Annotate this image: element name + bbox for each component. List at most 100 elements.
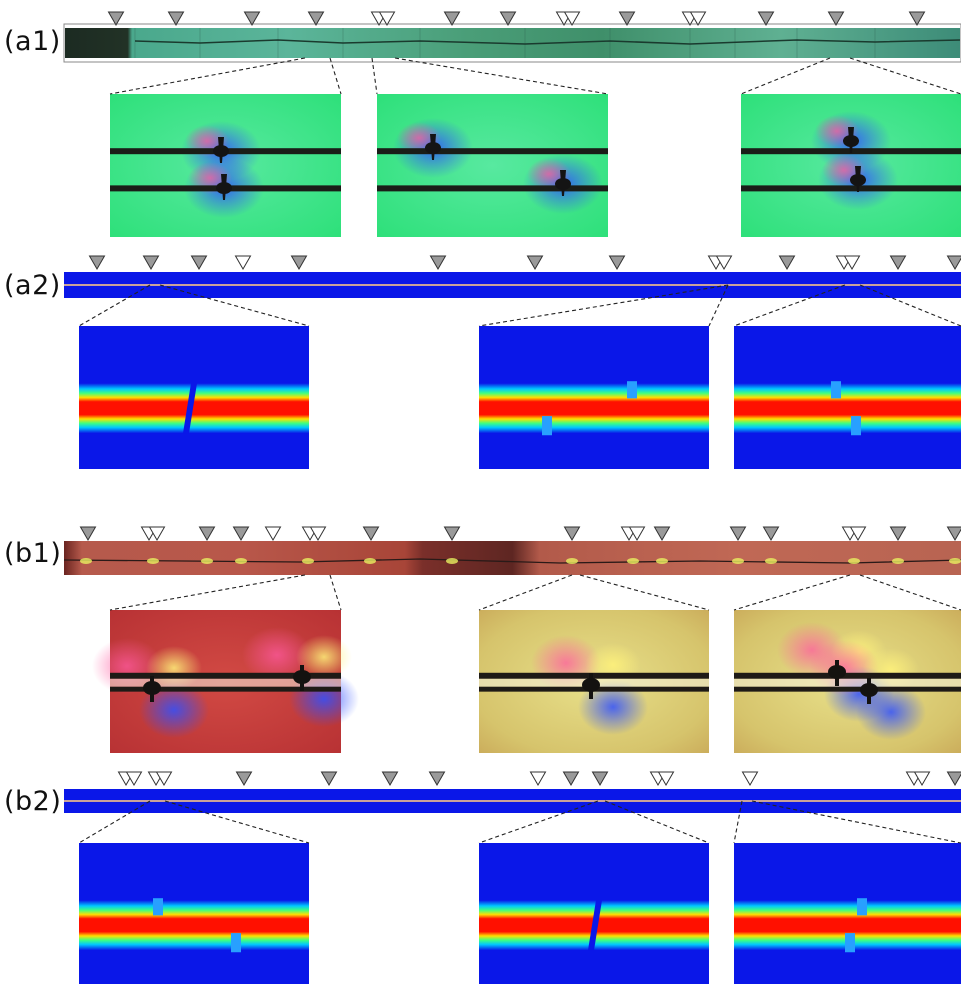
- defect-marker-filled: [499, 11, 517, 27]
- defect-marker-open: [125, 771, 143, 787]
- figure-content: [63, 11, 961, 984]
- marker-row-b1: [79, 526, 961, 542]
- zoom-guide-line: [733, 800, 743, 844]
- defect-marker-filled: [79, 526, 97, 542]
- defect-marker-filled: [362, 526, 380, 542]
- strip-defect-spot: [201, 558, 213, 564]
- defect-marker-filled: [946, 526, 961, 542]
- defect-spike: [300, 665, 304, 691]
- defect-spike: [221, 174, 227, 200]
- zoom-guide-line: [371, 57, 378, 95]
- inset-a2-middle: [479, 326, 709, 469]
- defect-marker-filled: [429, 255, 447, 271]
- defect-halo: [139, 682, 209, 738]
- inset-b2-right: [734, 843, 961, 984]
- defect-marker-filled: [290, 255, 308, 271]
- defect-marker-filled: [563, 526, 581, 542]
- defect-marker-filled: [443, 11, 461, 27]
- zoom-guide-line: [164, 800, 310, 844]
- defect-marker-filled: [591, 771, 609, 787]
- zoom-guide-line: [733, 284, 846, 327]
- defect-marker-filled: [778, 255, 796, 271]
- defect-spike: [589, 673, 593, 699]
- defect-spike: [430, 134, 436, 160]
- inset-filament-upper: [734, 672, 961, 679]
- defect-marker-filled: [946, 771, 961, 787]
- zoom-guide-line: [604, 800, 710, 844]
- defect-marker-filled: [88, 255, 106, 271]
- panel-label-a2: (a2): [4, 270, 61, 301]
- defect-marker-filled: [653, 526, 671, 542]
- inset-b1-right: [734, 610, 961, 753]
- strip-image-b1: [64, 541, 961, 575]
- inset-sim-field: [479, 326, 709, 469]
- defect-marker-filled: [443, 526, 461, 542]
- defect-marker-filled: [827, 11, 845, 27]
- defect-marker-filled: [526, 255, 544, 271]
- defect-marker-filled: [908, 11, 926, 27]
- inset-filament-upper: [377, 148, 608, 155]
- sim-defect-gap: [183, 383, 197, 434]
- defect-marker-filled: [167, 11, 185, 27]
- defect-marker-filled: [107, 11, 125, 27]
- inset-b1-left: [92, 610, 359, 753]
- sim-defect-notch: [851, 416, 861, 436]
- inset-a2-left: [79, 326, 309, 469]
- defect-marker-open: [849, 526, 867, 542]
- defect-marker-open: [628, 526, 646, 542]
- defect-marker-open: [378, 11, 396, 27]
- sim-defect-notch: [831, 381, 841, 399]
- inset-sim-field: [734, 326, 961, 469]
- zoom-guide-line: [394, 57, 609, 95]
- defect-marker-filled: [243, 11, 261, 27]
- defect-marker-filled: [232, 526, 250, 542]
- zoom-guide-line: [478, 284, 729, 327]
- inset-filament-lower: [110, 686, 341, 692]
- panel-label-b1: (b1): [4, 538, 62, 569]
- strip-defect-spot: [147, 558, 159, 564]
- inset-b2-left: [79, 843, 309, 984]
- defect-marker-open: [843, 255, 861, 271]
- defect-marker-filled: [618, 11, 636, 27]
- defect-spike: [150, 676, 154, 702]
- defect-spike: [560, 170, 566, 196]
- zoom-guide-line: [708, 284, 729, 327]
- defect-marker-filled: [757, 11, 775, 27]
- zoom-guide-line: [109, 574, 306, 611]
- defect-marker-filled: [889, 255, 907, 271]
- defect-marker-open: [741, 771, 759, 787]
- defect-marker-filled: [198, 526, 216, 542]
- defect-marker-open: [563, 11, 581, 27]
- strip-defect-spot: [892, 558, 904, 564]
- zoom-guide-line: [751, 800, 961, 844]
- defect-spike: [218, 137, 224, 163]
- inset-a2-right: [734, 326, 961, 469]
- defect-marker-open: [234, 255, 252, 271]
- strip-defect-spot: [656, 558, 668, 564]
- strip-filament-a1: [134, 39, 961, 45]
- defect-halo: [296, 635, 352, 679]
- defect-marker-open: [264, 526, 282, 542]
- defect-halo: [578, 679, 648, 735]
- zoom-guide-line: [329, 57, 342, 95]
- strip-defect-spot: [566, 558, 578, 564]
- defect-marker-filled: [142, 255, 160, 271]
- strip-defect-spot: [302, 558, 314, 564]
- inset-b2-middle: [479, 843, 709, 984]
- panel-label-b2: (b2): [4, 786, 62, 817]
- zoom-guide-line: [733, 574, 851, 611]
- zoom-guide-line: [159, 284, 310, 327]
- marker-row-a1: [107, 11, 926, 27]
- defect-marker-open: [148, 526, 166, 542]
- inset-filament-upper: [110, 672, 341, 679]
- zoom-guide-line: [329, 574, 342, 611]
- defect-marker-filled: [762, 526, 780, 542]
- zoom-guide-line: [849, 57, 961, 95]
- inset-b1-middle: [479, 610, 709, 753]
- inset-sim-field: [734, 843, 961, 984]
- defect-marker-filled: [729, 526, 747, 542]
- defect-marker-filled: [889, 526, 907, 542]
- defect-marker-filled: [190, 255, 208, 271]
- defect-marker-filled: [608, 255, 626, 271]
